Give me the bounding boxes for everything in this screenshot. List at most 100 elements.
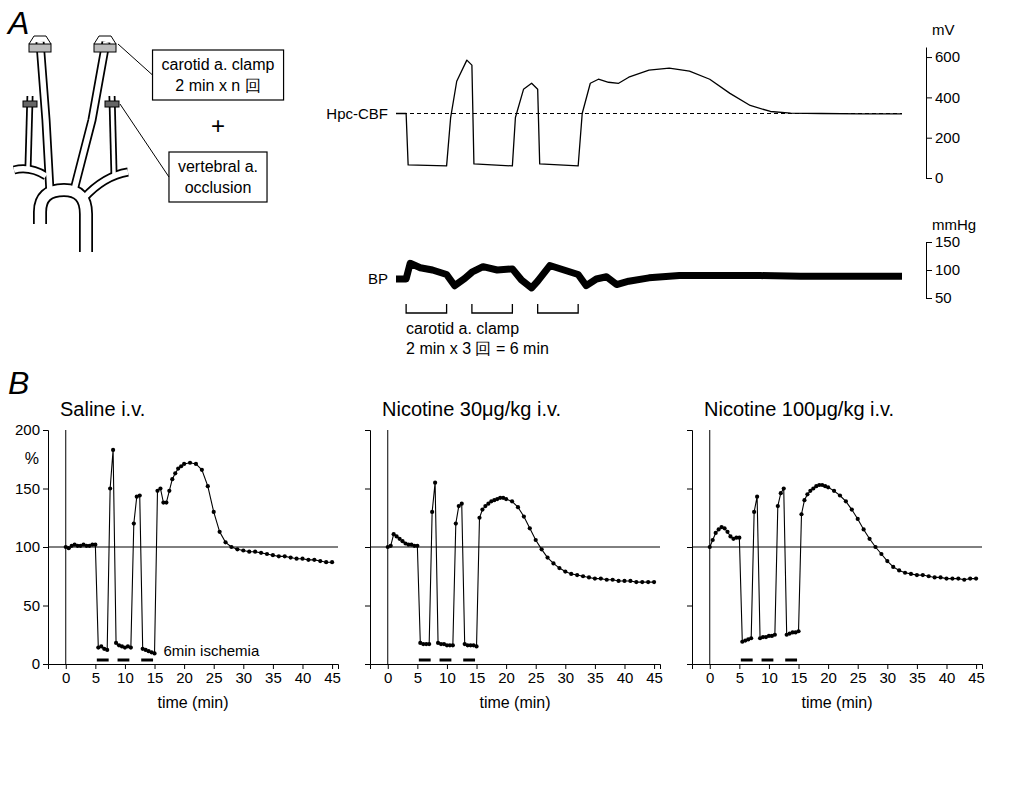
x-tick: 10 — [761, 664, 778, 686]
x-tick: 25 — [850, 664, 867, 686]
x-tick-label: 45 — [324, 669, 341, 686]
data-point — [235, 547, 239, 551]
data-line — [710, 485, 976, 642]
vessel-lumen — [40, 190, 86, 252]
data-point — [111, 448, 115, 452]
data-point — [528, 526, 532, 530]
x-tick: 20 — [498, 664, 515, 686]
y-tick — [365, 430, 370, 431]
data-point — [885, 559, 889, 563]
trace-panel: 0200400600mVHpc-CBF — [326, 21, 960, 186]
y-tick-mark — [687, 664, 692, 665]
data-point — [569, 572, 573, 576]
data-point — [722, 526, 726, 530]
data-point — [545, 555, 549, 559]
data-point — [265, 552, 269, 556]
y-tick-mark — [365, 606, 370, 607]
clamp-icon-handle — [94, 36, 116, 44]
data-point — [611, 578, 615, 582]
x-tick: 15 — [469, 664, 486, 686]
chart-panel: 051015202530354045Nicotine 100μg/kg i.v.… — [687, 398, 985, 711]
x-tick-label: 15 — [147, 669, 164, 686]
y-tick-mark — [687, 606, 692, 607]
data-point — [779, 491, 783, 495]
data-point — [480, 507, 484, 511]
data-point — [599, 576, 603, 580]
x-axis-title: time (min) — [801, 694, 872, 711]
annotation: 6min ischemia — [163, 642, 260, 659]
data-point — [587, 575, 591, 579]
x-tick: 10 — [439, 664, 456, 686]
x-tick-label: 0 — [706, 669, 714, 686]
data-point — [300, 557, 304, 561]
y-tick-label: 200 — [15, 421, 40, 438]
data-point — [752, 510, 756, 514]
x-tick-label: 40 — [617, 669, 634, 686]
data-point — [540, 547, 544, 551]
data-point — [283, 554, 287, 558]
y-tick: 50 — [23, 597, 48, 614]
data-point — [306, 558, 310, 562]
plot-area — [370, 430, 660, 664]
ischemia-bar — [762, 659, 774, 662]
data-point — [223, 540, 227, 544]
x-tick: 45 — [324, 664, 341, 686]
data-point — [799, 512, 803, 516]
data-point — [962, 578, 966, 582]
y-tick: 0 — [32, 655, 48, 672]
y-tick-label: 100 — [935, 261, 960, 278]
y-axis-line — [43, 431, 49, 665]
y-axis: 0200400600 — [926, 48, 960, 187]
x-tick-label: 10 — [439, 669, 456, 686]
y-tick-mark — [43, 606, 48, 607]
data-point — [330, 560, 334, 564]
data-point — [433, 481, 437, 485]
y-tick-mark — [926, 298, 932, 299]
x-tick-label: 40 — [939, 669, 956, 686]
x-tick: 30 — [879, 664, 896, 686]
occlusion-box: vertebral a.occlusion — [169, 152, 267, 202]
vessel-outline — [40, 190, 86, 252]
y-tick-mark — [687, 489, 692, 490]
data-point — [581, 574, 585, 578]
trace-label: Hpc-CBF — [326, 105, 388, 122]
data-point — [138, 493, 142, 497]
vessel-lumen — [112, 96, 114, 174]
clamp-box-frame — [153, 50, 284, 100]
data-point — [737, 536, 741, 540]
data-point — [616, 579, 620, 583]
data-point — [773, 633, 777, 637]
y-tick-label: 0 — [32, 655, 40, 672]
y-tick-label: 50 — [935, 289, 952, 306]
ischemia-bar — [141, 659, 153, 662]
panel-title: Nicotine 30μg/kg i.v. — [382, 398, 561, 420]
ischemia-bar — [97, 659, 109, 662]
clamp-annotation: carotid a. clamp — [406, 320, 519, 337]
x-tick: 20 — [176, 664, 193, 686]
data-line — [66, 450, 332, 654]
data-point — [796, 629, 800, 633]
data-point — [158, 486, 162, 490]
ischemia-bar — [463, 659, 475, 662]
x-tick-label: 45 — [968, 669, 985, 686]
ischemia-bar — [419, 659, 431, 662]
occlusion-icon — [105, 101, 119, 107]
y-tick-mark — [43, 664, 48, 665]
y-tick: 200 — [926, 129, 960, 146]
data-point — [563, 569, 567, 573]
y-axis — [365, 431, 371, 665]
data-point — [164, 500, 168, 504]
data-point — [605, 578, 609, 582]
data-point — [944, 576, 948, 580]
data-point — [93, 543, 97, 547]
ischemia-bar — [118, 659, 130, 662]
y-tick — [687, 430, 692, 431]
data-point — [575, 573, 579, 577]
data-point — [194, 462, 198, 466]
x-tick-label: 30 — [557, 669, 574, 686]
x-tick-label: 15 — [469, 669, 486, 686]
data-point — [277, 554, 281, 558]
vessel-outline — [74, 42, 106, 190]
y-tick-mark — [926, 270, 932, 271]
x-tick: 35 — [909, 664, 926, 686]
